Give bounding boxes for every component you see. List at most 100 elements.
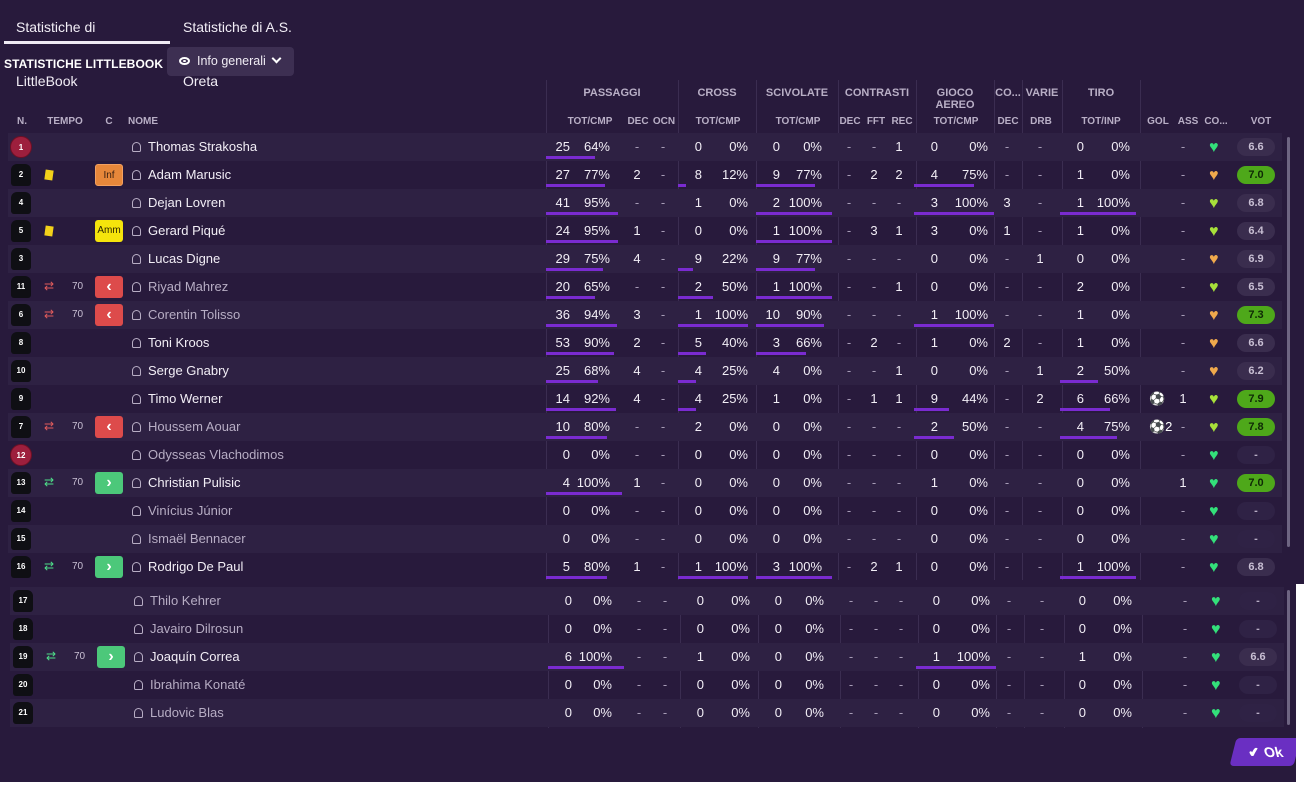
column-header[interactable]: REC	[891, 116, 913, 127]
stat-cell: 3	[772, 335, 780, 350]
column-header[interactable]: OCN	[652, 116, 676, 127]
substitution-minute: 70	[74, 651, 86, 662]
table-row[interactable]: 1 Thomas Strakosha 25 64% - - 0 0% 0 0% - - 1 0 0% - - 0 0…	[8, 133, 1282, 161]
column-header[interactable]: NOME	[128, 116, 158, 127]
column-header[interactable]: TOT/CMP	[933, 116, 979, 127]
stat-cell: 68%	[583, 363, 610, 378]
table-row[interactable]: 8 Toni Kroos 53 90% 2 - 5 40% 3 66% - 2 - 1 0% 2 - 1 0% - ♥ 6…	[8, 329, 1282, 357]
column-header[interactable]: DRB	[1030, 116, 1052, 127]
column-header[interactable]: TOT/CMP	[567, 116, 613, 127]
table-row[interactable]: 19 ⇄ 70 › Joaquín Correa 6 100% - - 1 0% 0 0% - - - 1 100…	[10, 643, 1284, 671]
stat-cell: 0	[930, 363, 938, 378]
column-header[interactable]: TOT/CMP	[775, 116, 821, 127]
table-row[interactable]: 13 ⇄ 70 › Christian Pulisic 4 100% 1-0 0% 0 0% - - -1…	[8, 469, 1282, 497]
player-name[interactable]: Javairo Dilrosun	[150, 621, 244, 636]
success-rate-bar	[756, 352, 807, 355]
stat-cell: 0	[564, 677, 572, 692]
ok-label: Ok	[1261, 744, 1285, 760]
player-name[interactable]: Odysseas Vlachodimos	[148, 447, 284, 462]
success-rate-bar	[546, 352, 615, 355]
stat-cell: 0%	[593, 621, 612, 636]
stat-cell: 50%	[961, 419, 988, 434]
stat-cell: 0%	[1111, 167, 1130, 182]
player-name[interactable]: Joaquín Correa	[150, 649, 240, 664]
player-name[interactable]: Ismaël Bennacer	[148, 531, 246, 546]
column-header[interactable]: ASS	[1177, 116, 1199, 127]
table-row[interactable]: 4 Dejan Lovren 41 95% - -1 0% 2 100% - - -3 100% 3-1 1…	[8, 189, 1282, 217]
table-row[interactable]: 17 Thilo Kehrer 0 0% - - 0 0% 0 0% - - - 0 0% - - 0 0% - ♥ -	[10, 587, 1284, 615]
player-name[interactable]: Gerard Piqué	[148, 223, 226, 238]
column-header[interactable]: VOT	[1250, 116, 1272, 127]
table-row[interactable]: 20 Ibrahima Konaté 0 0% - - 0 0% 0 0% - - - 0 0% - - 0 0% -…	[10, 671, 1284, 699]
column-header[interactable]: C	[105, 116, 113, 127]
success-rate-bar	[756, 212, 832, 215]
stat-cell: 0%	[731, 705, 750, 720]
table-row[interactable]: 2 Inf Adam Marusic 27 77% 2 - 8 12% 9 77% - 2 2 4 75% - -…	[8, 161, 1282, 189]
table-row[interactable]: 18 Javairo Dilrosun 0 0% - - 0 0% 0 0% - - - 0 0% - - 0 0%…	[10, 615, 1284, 643]
player-name[interactable]: Thomas Strakosha	[148, 139, 258, 154]
column-header[interactable]: DEC	[839, 116, 861, 127]
player-name[interactable]: Riyad Mahrez	[148, 279, 229, 294]
column-header[interactable]: TEMPO	[47, 116, 83, 127]
column-header[interactable]: DEC	[627, 116, 649, 127]
table-row[interactable]: 5 Amm Gerard Piqué 24 95% 1 - 0 0% 1 100% - 3 1 3 0% 1 - 1…	[8, 217, 1282, 245]
table-row[interactable]: 16 ⇄ 70 › Rodrigo De Paul 5 80% 1-1 100% 3 100% -2 1…	[8, 553, 1282, 581]
player-name[interactable]: Corentin Tolisso	[148, 307, 241, 322]
table-row[interactable]: 14 Vinícius Júnior 0 0% - - 0 0% 0 0% - - - 0 0% - - 0 0% -…	[8, 497, 1282, 525]
player-name[interactable]: Toni Kroos	[148, 335, 210, 350]
substitution-icon: ⇄	[44, 279, 55, 293]
column-header[interactable]: CO...	[1204, 116, 1228, 127]
table-row[interactable]: 7 ⇄ 70 ‹ Houssem Aouar 10 80% - - 2 0% 0 0% - - - 2 50% - -…	[8, 413, 1282, 441]
tab-littlebook-stats[interactable]: Statistiche di LittleBook	[4, 0, 170, 89]
player-name[interactable]: Timo Werner	[148, 391, 223, 406]
column-divider	[916, 80, 917, 580]
scrollbar[interactable]	[1287, 590, 1290, 725]
player-name[interactable]: Adam Marusic	[148, 167, 232, 182]
player-name[interactable]: Thilo Kehrer	[150, 593, 221, 608]
stat-cell: -	[1004, 251, 1010, 266]
player-rating: -	[1239, 592, 1277, 610]
table-row[interactable]: 12 Odysseas Vlachodimos 0 0% - - 0 0% 0 0% - - - 0 0% -…	[8, 441, 1282, 469]
table-row[interactable]: 6 ⇄ 70 ‹ Corentin Tolisso 36 94% 3 - 1 100% 10 90% - -…	[8, 301, 1282, 329]
column-header[interactable]: TOT/CMP	[695, 116, 741, 127]
scrollbar[interactable]	[1287, 137, 1290, 547]
table-row[interactable]: 10 Serge Gnabry 25 68% 4-4 25% 4 0% - -1 0 0% -1 2 50%…	[8, 357, 1282, 385]
player-name[interactable]: Houssem Aouar	[148, 419, 241, 434]
ok-button[interactable]: ✔ Ok	[1229, 738, 1301, 766]
column-header[interactable]: FFT	[866, 116, 886, 127]
stat-cell: 0%	[971, 621, 990, 636]
stat-cell: -	[873, 649, 879, 664]
stat-cell: 1	[1179, 475, 1187, 490]
stat-cell: -	[634, 503, 640, 518]
success-rate-bar	[678, 576, 748, 579]
column-group-gioco-aereo: GIOCO AEREO	[935, 87, 975, 111]
column-header[interactable]: GOL	[1147, 116, 1169, 127]
table-row[interactable]: 9 Timo Werner 14 92% 4 - 4 25% 1 0% - 1 1 9 44% - 2 6 66% 1…	[8, 385, 1282, 413]
player-name[interactable]: Serge Gnabry	[148, 363, 229, 378]
stat-cell: 0	[774, 677, 782, 692]
booked-badge: Amm	[95, 220, 123, 242]
view-selector-dropdown[interactable]: Info generali	[167, 47, 294, 76]
player-name[interactable]: Ludovic Blas	[150, 705, 224, 720]
stat-cell: -	[660, 335, 666, 350]
column-header[interactable]: TOT/INP	[1081, 116, 1121, 127]
stat-cell: 36	[555, 307, 570, 322]
stat-cell: -	[1004, 503, 1010, 518]
player-name[interactable]: Ibrahima Konaté	[150, 677, 246, 692]
stat-cell: 0%	[803, 391, 822, 406]
tab-oreta-stats[interactable]: Statistiche di A.S. Oreta	[183, 19, 292, 89]
player-name[interactable]: Rodrigo De Paul	[148, 559, 244, 574]
column-header[interactable]: DEC	[997, 116, 1019, 127]
table-row[interactable]: 21 Ludovic Blas 0 0% - - 0 0% 0 0% - - - 0 0% - - 0 0% - ♥ -	[10, 699, 1284, 727]
stat-cell: -	[1037, 307, 1043, 322]
table-row[interactable]: 11 ⇄ 70 ‹ Riyad Mahrez 20 65% - -2 50% 1 100% - -1 0 0%…	[8, 273, 1282, 301]
player-name[interactable]: Christian Pulisic	[148, 475, 241, 490]
player-name[interactable]: Dejan Lovren	[148, 195, 226, 210]
column-header[interactable]: N.	[17, 116, 27, 127]
stat-cell: -	[660, 279, 666, 294]
player-name[interactable]: Lucas Digne	[148, 251, 221, 266]
stat-cell: 0	[930, 531, 938, 546]
table-row[interactable]: 3 Lucas Digne 29 75% 4 - 9 22% 9 77% - - - 0 0% - 1 0 0% - ♥…	[8, 245, 1282, 273]
player-name[interactable]: Vinícius Júnior	[148, 503, 233, 518]
table-row[interactable]: 15 Ismaël Bennacer 0 0% - - 0 0% 0 0% - - - 0 0% - - 0 0% -…	[8, 525, 1282, 553]
